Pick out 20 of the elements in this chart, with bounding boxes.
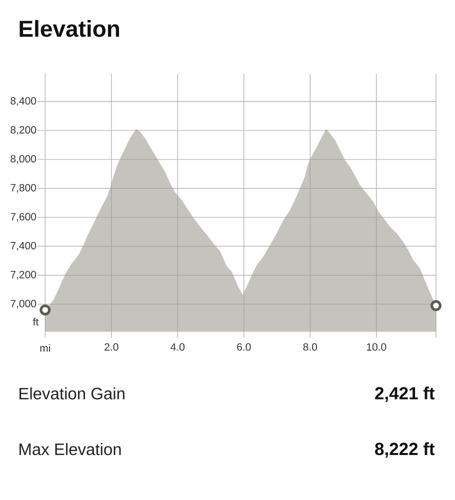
y-tick-label: 8,200 [10,126,36,135]
y-tick-label: 7,600 [10,212,36,222]
text: Max Elevation [20,443,121,456]
y-tick-label: 8,000 [10,155,36,164]
text: 8,222 ft [375,442,435,458]
x-tick-label: 2.0 [104,343,118,351]
y-tick-label: 7,800 [10,184,36,193]
y-axis-title: ft [32,318,39,326]
y-tick-label: 8,400 [10,97,36,106]
x-tick-label: 6.0 [237,343,251,351]
x-tick-label: 8.0 [303,343,318,351]
x-tick-label: 10.0 [366,343,386,351]
y-tick-label: 7,400 [10,242,36,251]
y-tick-label: 7,200 [10,270,36,280]
y-tick-label: 7,000 [10,300,36,309]
x-tick-label: 4.0 [170,343,185,351]
chart-title: Elevation [20,20,120,37]
text: 2,421 ft [375,386,435,402]
x-axis-title: mi [40,344,50,352]
text: Elevation Gain [20,387,124,400]
